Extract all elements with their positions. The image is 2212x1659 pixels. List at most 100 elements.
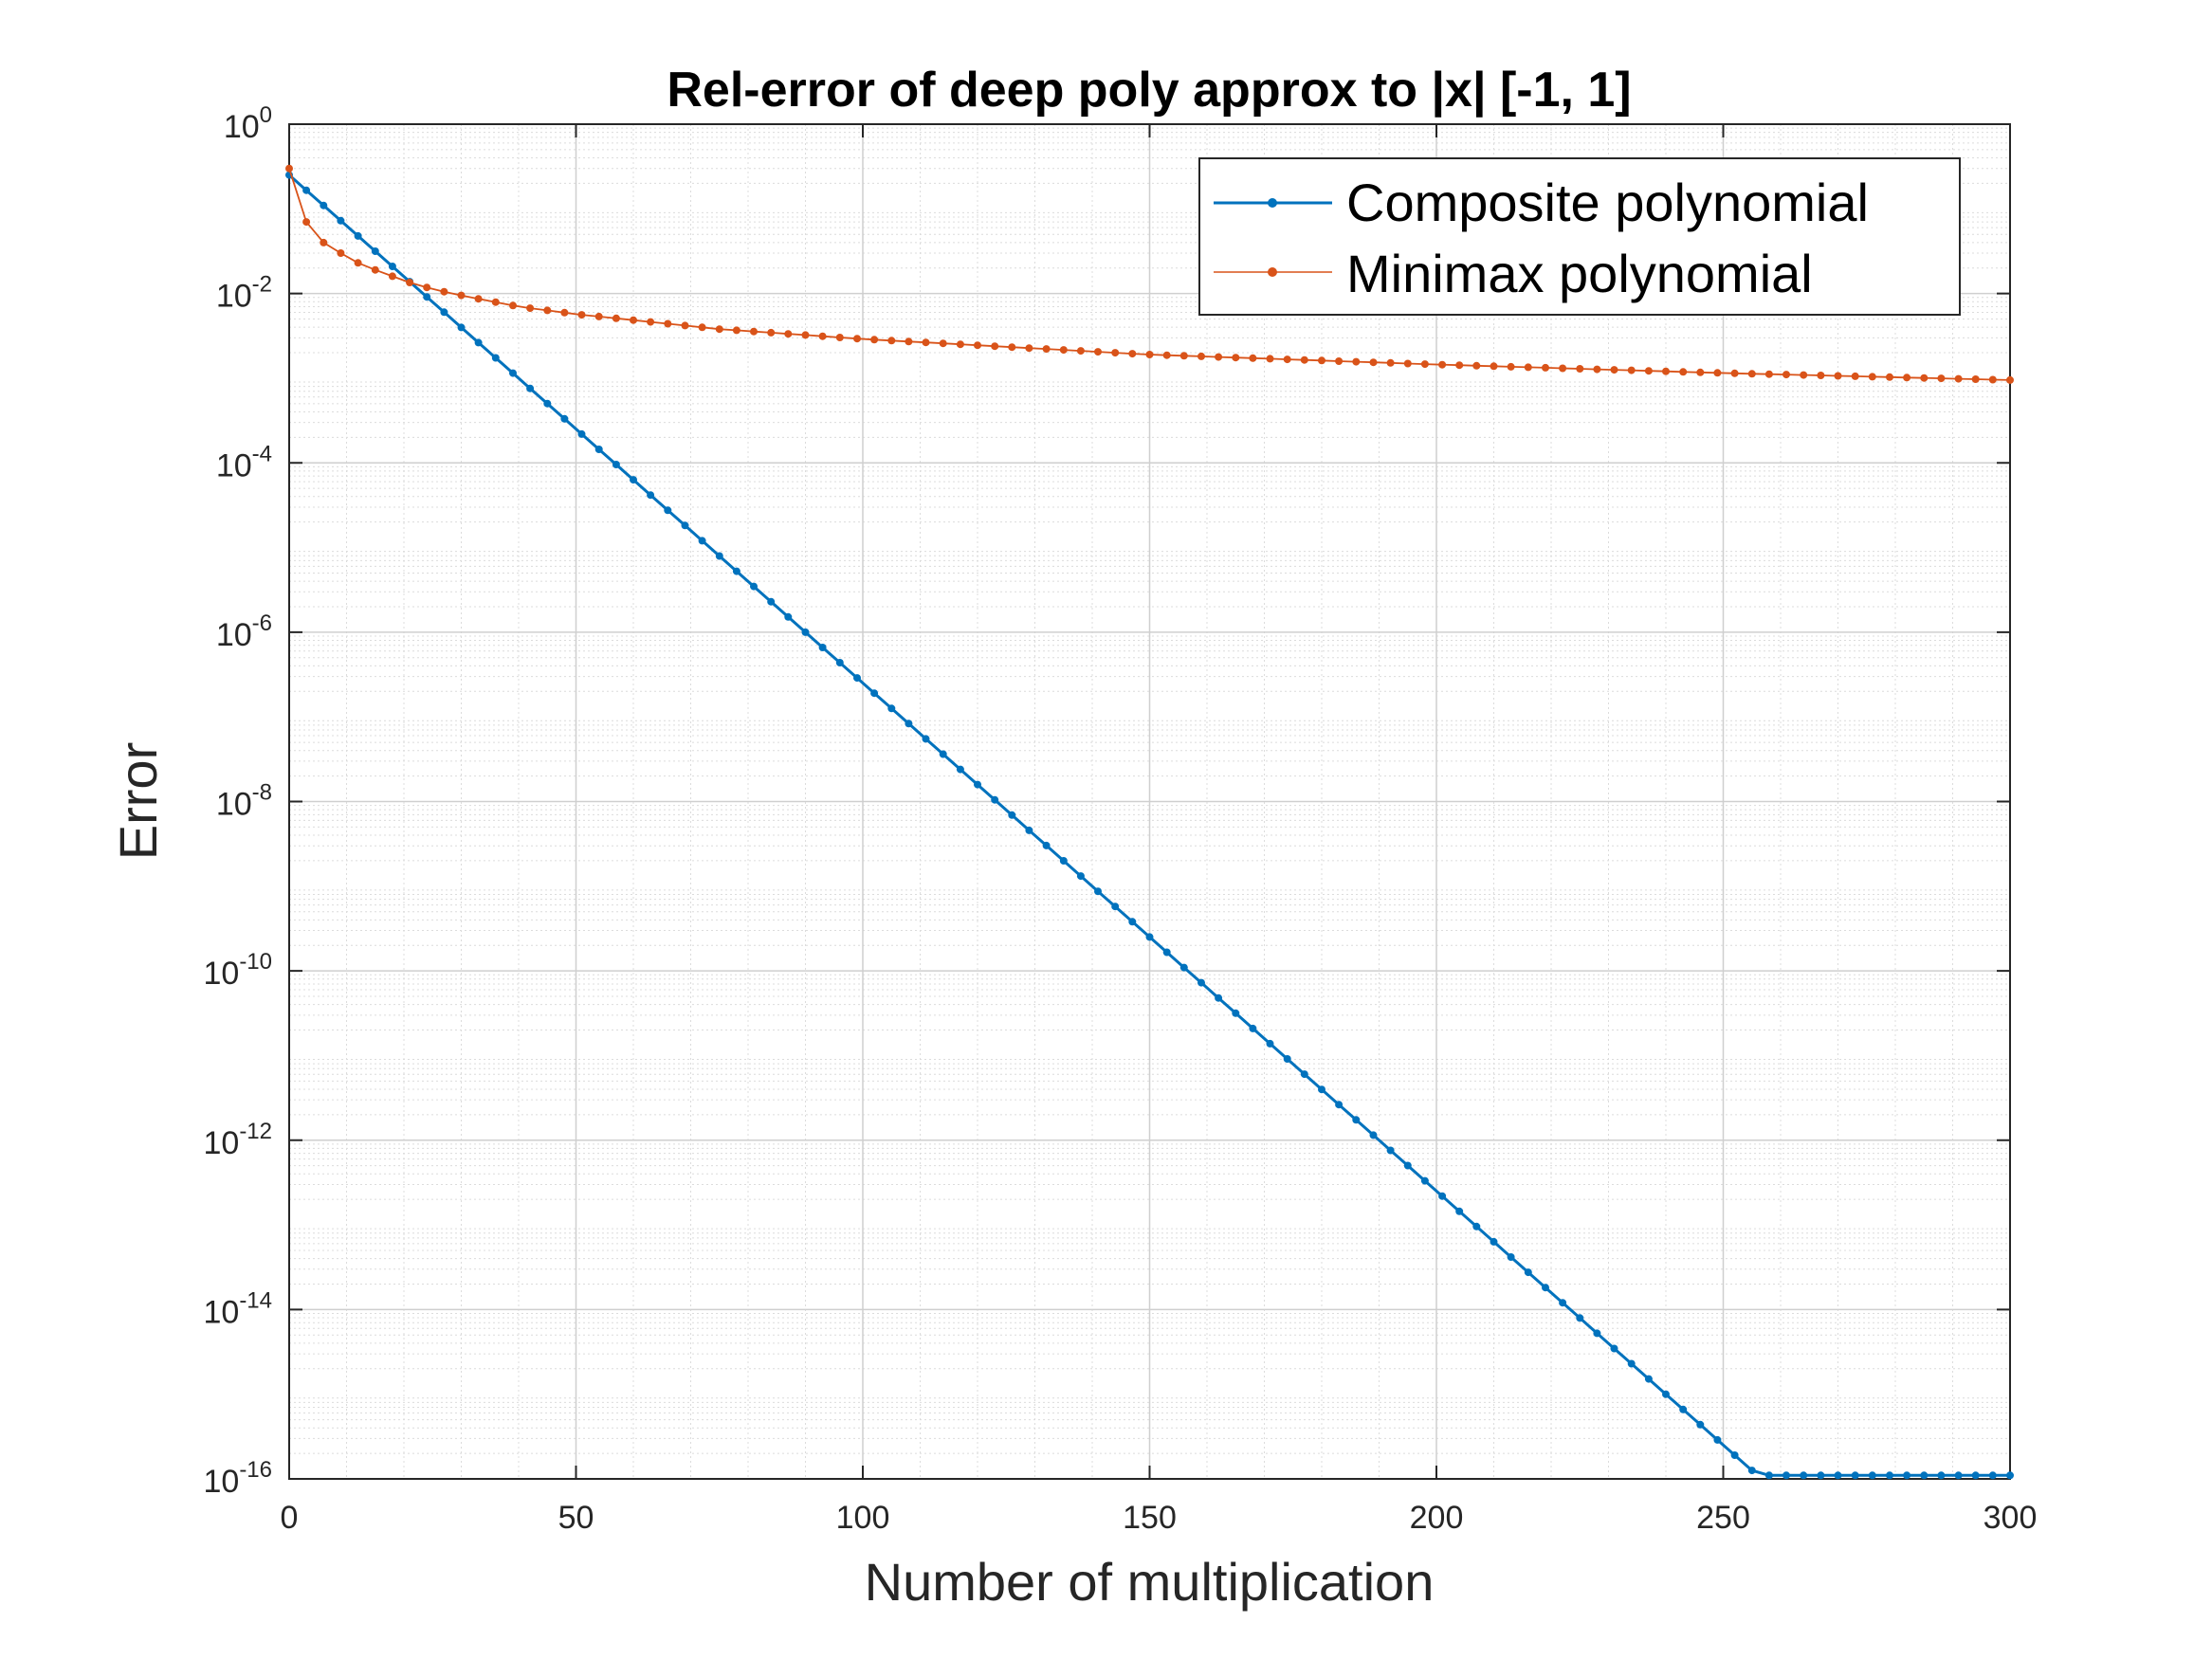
minimax-series-point xyxy=(560,308,569,317)
minimax-series-point xyxy=(1076,347,1085,356)
x-tick-labels: 0 50 100 150 200 250 300 xyxy=(281,1500,2038,1536)
composite-series-point xyxy=(991,795,999,804)
composite-series-point xyxy=(1008,811,1016,819)
minimax-series-point xyxy=(647,318,655,326)
minimax-series-point xyxy=(491,298,500,306)
minimax-series-point xyxy=(974,341,981,350)
minimax-series-point xyxy=(1834,372,1842,380)
composite-series-point xyxy=(1851,1471,1859,1480)
composite-series-point xyxy=(474,338,483,347)
minimax-series-point xyxy=(1215,353,1223,361)
y-axis-label: Error xyxy=(108,742,168,860)
composite-series-point xyxy=(1490,1237,1498,1246)
minimax-series-point xyxy=(1249,354,1257,362)
legend: Composite polynomial Minimax polynomial xyxy=(1198,157,1961,316)
minimax-series-point xyxy=(1662,367,1670,375)
minimax-series-point xyxy=(1025,344,1033,353)
composite-series-point xyxy=(1386,1146,1395,1155)
composite-series-point xyxy=(302,186,311,194)
minimax-series-point xyxy=(1920,374,1929,382)
minimax-series-point xyxy=(1318,356,1325,365)
minimax-series-point xyxy=(474,295,483,303)
minimax-series-point xyxy=(406,279,414,286)
minimax-series-point xyxy=(1868,373,1876,381)
composite-series-point xyxy=(1197,978,1205,987)
minimax-series-point xyxy=(1111,349,1120,357)
minor-grid xyxy=(289,124,2010,1479)
composite-series-point xyxy=(1559,1299,1567,1307)
minimax-series-point xyxy=(1593,365,1601,374)
composite-series-point xyxy=(887,704,896,713)
y-tick-label: 10-8 xyxy=(216,780,272,823)
composite-series-point xyxy=(1713,1435,1722,1444)
minimax-series-point xyxy=(594,312,603,320)
composite-series-point xyxy=(767,597,776,606)
legend-box xyxy=(1198,157,1961,316)
composite-series-point xyxy=(647,491,655,500)
composite-series-point xyxy=(1782,1471,1790,1480)
minimax-series-point xyxy=(354,259,362,267)
minimax-series-point xyxy=(1059,346,1068,355)
minimax-series-point xyxy=(388,272,396,281)
minimax-series-point xyxy=(1008,343,1016,352)
minimax-series-point xyxy=(956,340,964,349)
composite-series-point xyxy=(388,263,396,270)
minimax-series-point xyxy=(440,287,448,296)
composite-series-point xyxy=(371,247,379,255)
composite-series-point xyxy=(853,674,861,683)
minimax-series-point xyxy=(835,334,844,341)
minimax-series-point xyxy=(715,325,723,334)
composite-series-point xyxy=(1215,994,1223,1002)
composite-series-point xyxy=(1610,1344,1618,1353)
y-tick-label: 10-2 xyxy=(216,272,272,315)
composite-series-point xyxy=(870,689,879,698)
y-tick-label: 10-10 xyxy=(203,949,272,992)
composite-series-point xyxy=(1696,1420,1705,1429)
minimax-series-point xyxy=(1266,355,1274,363)
minimax-series-point xyxy=(630,316,637,324)
x-tick-label: 100 xyxy=(836,1500,890,1536)
composite-series-point xyxy=(1937,1471,1946,1480)
composite-series-point xyxy=(715,552,723,560)
minimax-series-point xyxy=(1420,360,1429,369)
x-tick-label: 200 xyxy=(1410,1500,1464,1536)
legend-label-minimax: Minimax polynomial xyxy=(1346,244,1813,303)
composite-series-point xyxy=(320,201,328,210)
composite-series-point xyxy=(1524,1268,1532,1277)
composite-series-point xyxy=(543,399,552,408)
minimax-series-point xyxy=(1490,362,1498,371)
composite-series-point xyxy=(1318,1085,1325,1094)
composite-series-point xyxy=(784,612,793,621)
minimax-series-point xyxy=(1644,367,1653,375)
minimax-series-point xyxy=(1886,373,1893,381)
composite-series-point xyxy=(612,461,620,468)
composite-series-point xyxy=(594,446,603,453)
minimax-series-point xyxy=(887,337,896,345)
composite-series-point xyxy=(905,720,913,728)
minimax-series-point xyxy=(1179,352,1188,360)
minimax-series-point xyxy=(1162,351,1171,359)
minimax-series-point xyxy=(1352,357,1361,366)
minimax-series-point xyxy=(1145,351,1154,358)
composite-series-point xyxy=(1764,1471,1773,1480)
composite-series-point xyxy=(577,429,586,438)
minimax-series-point xyxy=(1937,374,1946,383)
composite-series-point xyxy=(1988,1471,1997,1480)
composite-series-point xyxy=(1800,1471,1808,1480)
minimax-series-point xyxy=(1782,371,1790,379)
minimax-series-point xyxy=(1369,358,1378,367)
minimax-series-point xyxy=(1679,368,1688,376)
legend-marker-minimax xyxy=(1268,267,1277,277)
minimax-series-point xyxy=(1627,366,1636,374)
minimax-series-point xyxy=(1610,366,1618,374)
composite-series-point xyxy=(1179,963,1188,972)
composite-series-point xyxy=(1593,1329,1601,1338)
composite-series-point xyxy=(1094,887,1102,896)
composite-series-point xyxy=(1352,1116,1361,1124)
minimax-series-point xyxy=(1954,374,1963,383)
composite-series-point xyxy=(664,506,672,515)
minimax-series-point xyxy=(1696,368,1705,376)
minimax-series-point xyxy=(818,332,827,340)
composite-series-point xyxy=(1403,1161,1412,1170)
composite-series-point xyxy=(1507,1253,1515,1261)
